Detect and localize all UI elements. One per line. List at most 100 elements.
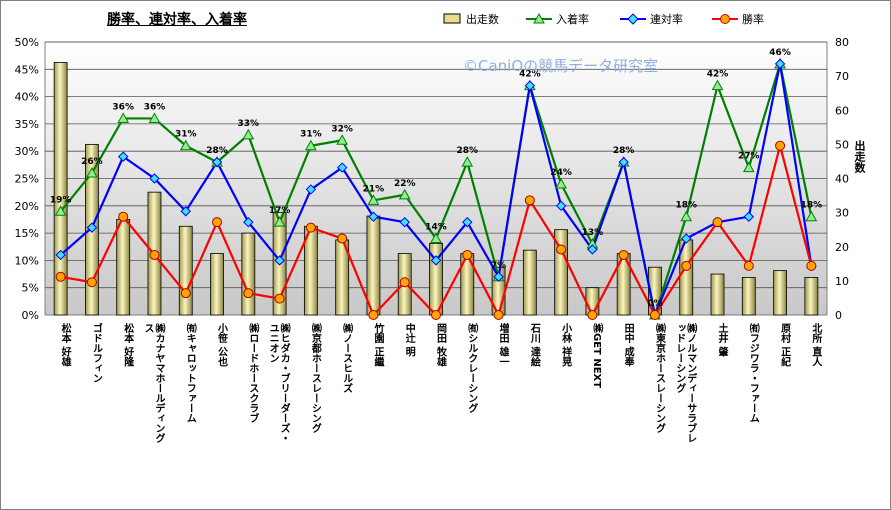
point-place xyxy=(86,167,98,178)
data-label: 28% xyxy=(613,146,635,156)
point-win xyxy=(180,288,191,299)
point-win xyxy=(524,195,535,206)
point-place xyxy=(461,156,474,167)
category-label: ㈲シルクレーシング xyxy=(466,322,478,414)
category-label: ㈱ノルマンディーサラブレ xyxy=(685,322,697,443)
category-label: 田中 成奉 xyxy=(622,323,635,367)
data-label: 32% xyxy=(331,124,353,134)
left-tick-label: 35% xyxy=(15,118,39,131)
left-tick-label: 50% xyxy=(15,36,39,49)
point-quinella xyxy=(399,216,410,228)
left-tick-label: 45% xyxy=(15,63,39,76)
right-tick-label: 70 xyxy=(835,70,849,83)
point-win xyxy=(806,260,817,271)
point-win xyxy=(681,260,692,271)
data-label: 21% xyxy=(363,184,385,194)
legend-bar-swatch xyxy=(443,13,461,24)
data-label: 17% xyxy=(269,206,291,216)
category-label: 松本 好雄 xyxy=(59,322,72,367)
point-quinella xyxy=(274,255,285,266)
category-label: 中辻 明 xyxy=(403,322,415,357)
data-label: 36% xyxy=(112,102,134,112)
point-win xyxy=(337,233,348,244)
left-tick-label: 10% xyxy=(15,254,39,267)
point-place xyxy=(367,194,380,205)
point-quinella xyxy=(55,249,66,261)
category-label: ゴドルフィン xyxy=(90,322,102,383)
point-quinella xyxy=(618,156,629,168)
category-label: 増田 雄一 xyxy=(497,322,510,367)
point-place xyxy=(742,161,755,173)
watermark: ©CaniOの競馬データ研究室 xyxy=(463,57,659,75)
right-tick-label: 80 xyxy=(835,36,849,49)
bar-runs xyxy=(178,225,193,316)
bar-runs xyxy=(804,277,819,316)
point-win xyxy=(775,140,786,151)
point-place xyxy=(242,128,255,140)
data-label: 31% xyxy=(175,130,197,140)
category-label: ㈱ヒダカ・ブリーダーズ・ xyxy=(278,322,290,443)
category-label: ㈲フジワラ・ファーム xyxy=(747,322,759,423)
point-quinella xyxy=(743,211,755,222)
point-quinella xyxy=(305,184,317,195)
point-quinella xyxy=(368,211,379,222)
data-label: 22% xyxy=(394,179,416,189)
category-label: 原村 正紀 xyxy=(779,323,791,367)
right-tick-label: 0 xyxy=(835,309,842,322)
point-win xyxy=(399,277,410,288)
category-label: 松本 好隆 xyxy=(122,322,135,367)
point-quinella xyxy=(462,216,473,228)
point-quinella xyxy=(243,216,254,228)
data-label: 31% xyxy=(300,130,322,140)
point-quinella xyxy=(555,200,567,212)
point-win xyxy=(305,222,316,233)
right-tick-label: 60 xyxy=(835,104,849,117)
category-label: 北所 直人 xyxy=(810,322,822,367)
point-win xyxy=(618,249,629,260)
bar-runs xyxy=(710,273,725,316)
category-label: ㈱カナヤマホールディング xyxy=(153,322,165,444)
point-win xyxy=(587,310,598,320)
point-win xyxy=(462,249,473,260)
data-label: 42% xyxy=(707,70,729,80)
point-quinella xyxy=(180,206,191,217)
point-place xyxy=(148,112,161,123)
bar-runs xyxy=(366,215,381,316)
legend-win: 勝率 xyxy=(742,13,764,26)
legend-quinella-swatch xyxy=(620,13,646,25)
category-label: 岡田 牧雄 xyxy=(435,323,448,367)
right-tick-label: 20 xyxy=(835,241,849,254)
point-place xyxy=(273,216,286,227)
point-win xyxy=(431,310,441,320)
point-quinella xyxy=(149,173,160,184)
bar-runs xyxy=(773,270,787,316)
category-label: 石川 達絵 xyxy=(528,323,541,367)
data-label: 42% xyxy=(519,70,541,80)
point-win xyxy=(712,217,723,228)
point-win xyxy=(556,244,567,255)
point-place xyxy=(555,177,567,189)
category-label: ㈱東京ホースレーシング xyxy=(653,322,665,434)
bar-runs xyxy=(116,219,131,316)
category-label: ㈲キャロットファーム xyxy=(184,322,196,423)
data-label: 18% xyxy=(675,201,697,211)
point-place xyxy=(805,210,818,222)
bar-runs xyxy=(241,232,256,316)
right-tick-label: 50 xyxy=(835,138,849,151)
point-quinella xyxy=(86,222,98,233)
point-place xyxy=(305,139,317,151)
legend-runs: 出走数 xyxy=(466,13,499,26)
point-win xyxy=(649,310,660,320)
point-place xyxy=(680,210,693,222)
point-win xyxy=(149,249,160,260)
point-win xyxy=(368,310,379,320)
point-place xyxy=(179,139,192,151)
point-place xyxy=(430,232,442,244)
left-tick-label: 25% xyxy=(15,173,39,186)
left-tick-label: 20% xyxy=(15,200,39,213)
data-label: 46% xyxy=(769,48,791,58)
legend-place-swatch xyxy=(526,13,552,24)
data-label: 18% xyxy=(801,201,823,211)
point-quinella xyxy=(681,233,692,244)
point-place xyxy=(711,79,724,91)
